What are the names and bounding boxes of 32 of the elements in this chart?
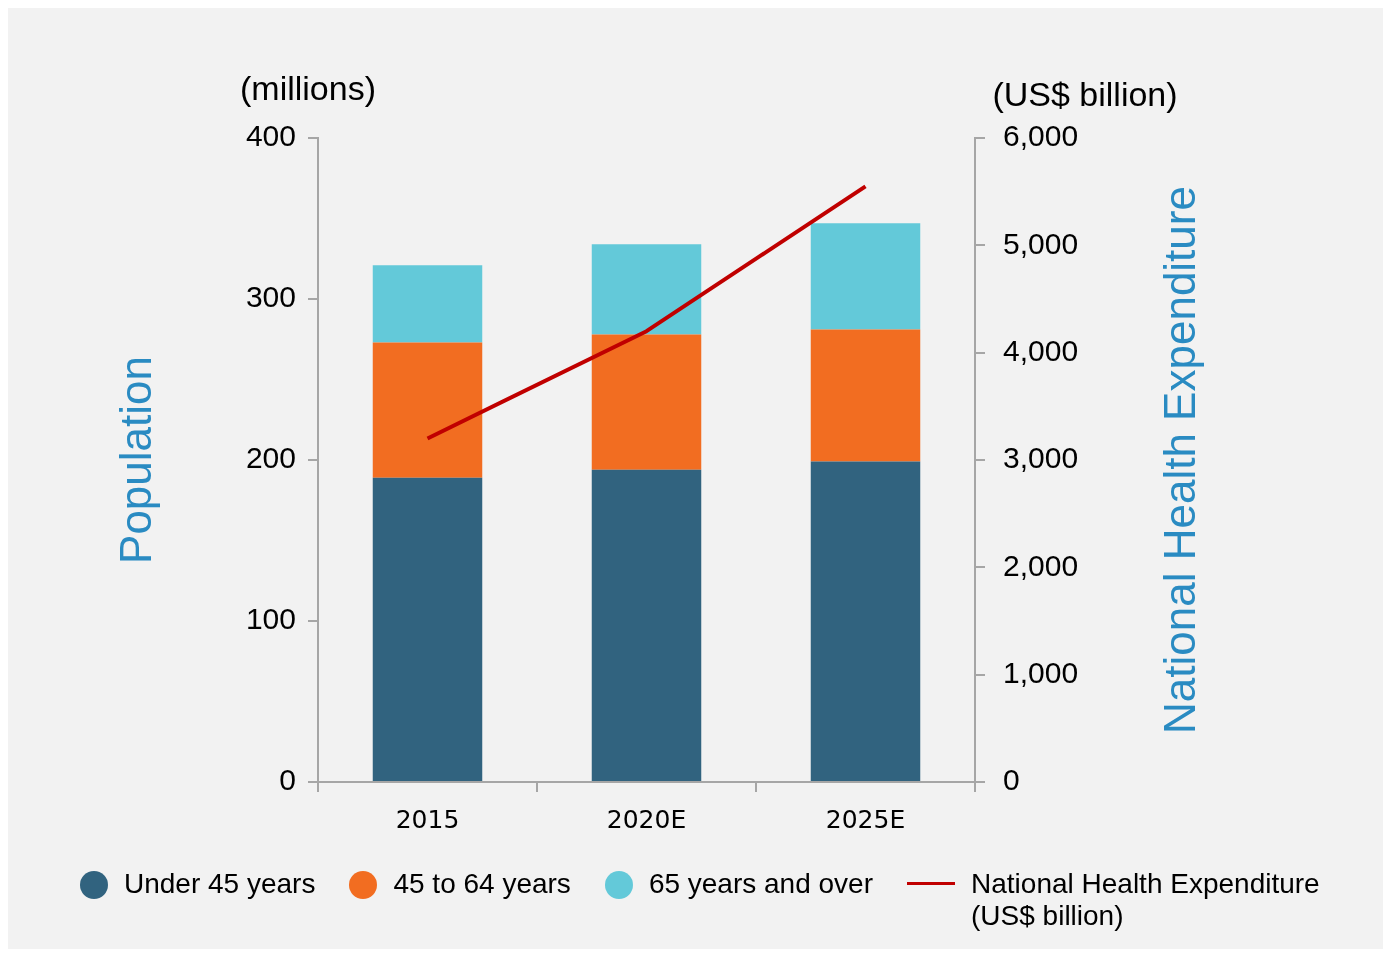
text: (US$ billion) bbox=[992, 75, 1178, 114]
bar bbox=[372, 342, 483, 478]
legend-label: 65 years and over bbox=[648, 868, 874, 900]
y2-tick-label: 4,000 bbox=[1003, 333, 1079, 367]
x-tick-label: 2020E bbox=[606, 804, 687, 834]
y2-tick-label: 0 bbox=[1003, 763, 1020, 797]
bar bbox=[591, 469, 702, 781]
bar bbox=[372, 477, 483, 781]
y-tick-label: 400 bbox=[245, 119, 296, 153]
y-axis-title: Population bbox=[110, 356, 160, 564]
bar bbox=[372, 265, 483, 343]
legend-label: National Health Expenditure (US$ billion) bbox=[971, 868, 1321, 932]
legend-label: Under 45 years bbox=[123, 868, 316, 900]
y2-tick-label: 5,000 bbox=[1003, 226, 1079, 260]
bar bbox=[810, 329, 921, 462]
text: (millions) bbox=[240, 69, 376, 108]
y-tick-label: 200 bbox=[245, 441, 296, 475]
y-tick-label: 300 bbox=[245, 280, 296, 314]
y-tick-label: 0 bbox=[279, 763, 296, 797]
y2-tick-label: 3,000 bbox=[1003, 441, 1079, 475]
y2-axis-title: National Health Expenditure bbox=[1155, 186, 1205, 734]
y2-tick-label: 6,000 bbox=[1003, 119, 1079, 153]
bar bbox=[810, 223, 921, 330]
bar bbox=[591, 244, 702, 335]
x-tick-label: 2025E bbox=[825, 804, 906, 834]
y2-tick-label: 2,000 bbox=[1003, 548, 1079, 582]
y2-tick-label: 1,000 bbox=[1003, 655, 1079, 689]
y-tick-label: 100 bbox=[245, 602, 296, 636]
bar bbox=[810, 461, 921, 781]
x-tick-label: 2015 bbox=[395, 804, 460, 834]
bar bbox=[591, 334, 702, 470]
legend-label: 45 to 64 years bbox=[393, 868, 571, 900]
